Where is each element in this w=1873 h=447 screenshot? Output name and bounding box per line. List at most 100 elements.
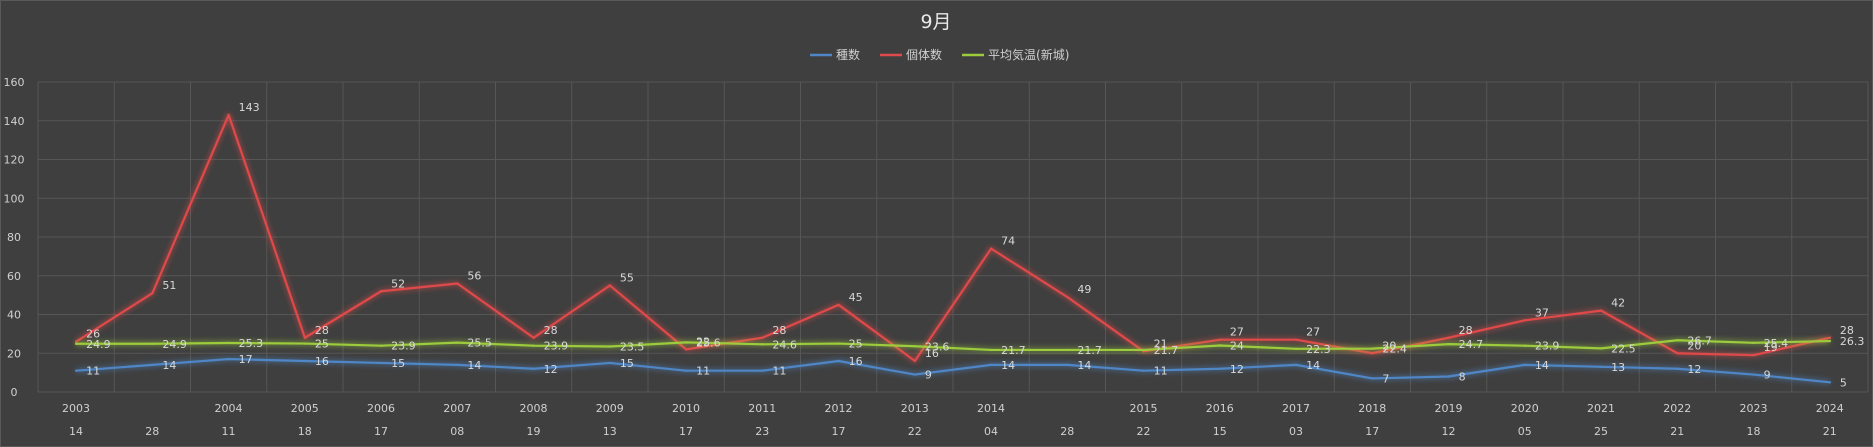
x-tick-day: 17 [832,425,846,438]
data-point [1447,375,1450,378]
data-point [1066,295,1069,299]
data-point [761,336,764,339]
data-point [1523,319,1527,322]
data-label: 21.7 [1077,344,1102,357]
data-label: 5 [1840,376,1847,389]
x-tick-day: 11 [222,425,236,438]
y-tick-label: 140 [4,115,25,128]
data-label: 11 [772,365,786,378]
data-label: 24.7 [1459,338,1484,351]
data-label: 12 [1230,363,1244,376]
data-point [837,359,840,363]
data-point [1676,367,1679,370]
y-tick-label: 20 [7,347,21,360]
data-point [456,282,459,285]
data-label: 24.9 [162,338,187,351]
data-label: 74 [1001,235,1015,248]
x-tick-day: 03 [1289,425,1303,438]
data-label: 17 [239,353,253,366]
data-label: 26.3 [1840,335,1865,348]
data-label: 16 [849,355,863,368]
data-point [1599,365,1603,369]
x-tick-day: 13 [603,425,617,438]
series-line-0 [76,357,1830,384]
data-label: 23.9 [391,340,416,353]
x-tick-day: 25 [1594,425,1608,438]
x-tick-day: 17 [679,425,693,438]
data-point [1294,363,1298,367]
x-tick-day: 05 [1518,425,1532,438]
data-label: 22.3 [1306,343,1331,356]
data-point [1752,373,1755,376]
data-label: 14 [1535,359,1549,372]
x-tick-day: 23 [755,425,769,438]
data-point [1066,348,1069,352]
data-point [684,341,688,344]
data-point [1676,339,1679,342]
data-label: 19 [1764,341,1778,354]
legend-label: 個体数 [906,47,942,62]
data-labels: 11 14 17 16 15 14 12 15 11 11 16 9 14 14 11 12 14 7 8 14 13 1… [86,101,1864,389]
data-point [1142,369,1145,372]
data-point [379,290,383,293]
data-point [1599,309,1603,312]
data-label: 21.7 [1001,344,1026,357]
data-label: 15 [391,357,405,370]
series-layer [74,113,1832,384]
data-point [1599,347,1603,350]
data-point [1371,347,1374,350]
data-point [1752,341,1755,344]
x-tick-year: 2024 [1816,402,1844,415]
data-point [303,336,307,339]
x-tick-year: 2023 [1740,402,1768,415]
y-axis: 0 20 40 60 80 100 120 140 160 [4,76,25,399]
series-line-2 [76,339,1830,352]
chart-title: 9月 [920,11,951,33]
data-point [303,342,307,345]
data-point [684,348,688,351]
data-label: 25.4 [1764,337,1789,350]
data-point [1218,344,1222,347]
data-label: 28 [1840,324,1854,337]
data-label: 45 [849,291,863,304]
data-label: 25.3 [239,337,264,350]
data-label: 23.9 [544,340,569,353]
data-label: 9 [925,369,932,382]
data-point [1828,339,1832,343]
data-point [989,363,993,367]
data-label: 42 [1611,297,1625,310]
x-tick-year: 2013 [901,402,929,415]
x-tick-year: 2022 [1663,402,1691,415]
data-label: 22.4 [1382,343,1407,356]
data-point [532,344,535,347]
x-tick-year: 2006 [367,402,395,415]
x-tick-year: 2005 [291,402,319,415]
data-point [913,345,917,348]
data-point [303,359,307,363]
x-tick-year: 2020 [1511,402,1539,415]
x-tick-day: 17 [1365,425,1379,438]
data-label: 25 [315,338,329,351]
x-tick-day: 22 [908,425,922,438]
y-tick-label: 160 [4,76,25,89]
x-axis: 2003 14 28 2004 11 2005 18 2006 17 2007 08 2008 19 20… [62,402,1844,438]
data-label: 143 [239,101,260,114]
data-label: 20 [1382,339,1396,352]
data-point [227,357,230,361]
data-label: 16 [925,347,939,360]
x-tick-day: 17 [374,425,388,438]
data-label: 14 [1001,359,1015,372]
y-tick-label: 60 [7,270,21,283]
data-point [761,343,764,346]
data-point [1523,363,1527,367]
x-tick-year: 2015 [1130,402,1158,415]
data-point [761,369,764,372]
data-point [151,291,154,295]
data-label: 22.5 [1611,342,1636,355]
data-label: 21.7 [1154,344,1179,357]
y-tick-label: 80 [7,231,21,244]
data-point [74,342,78,345]
data-label: 15 [620,357,634,370]
data-point [1523,344,1527,347]
